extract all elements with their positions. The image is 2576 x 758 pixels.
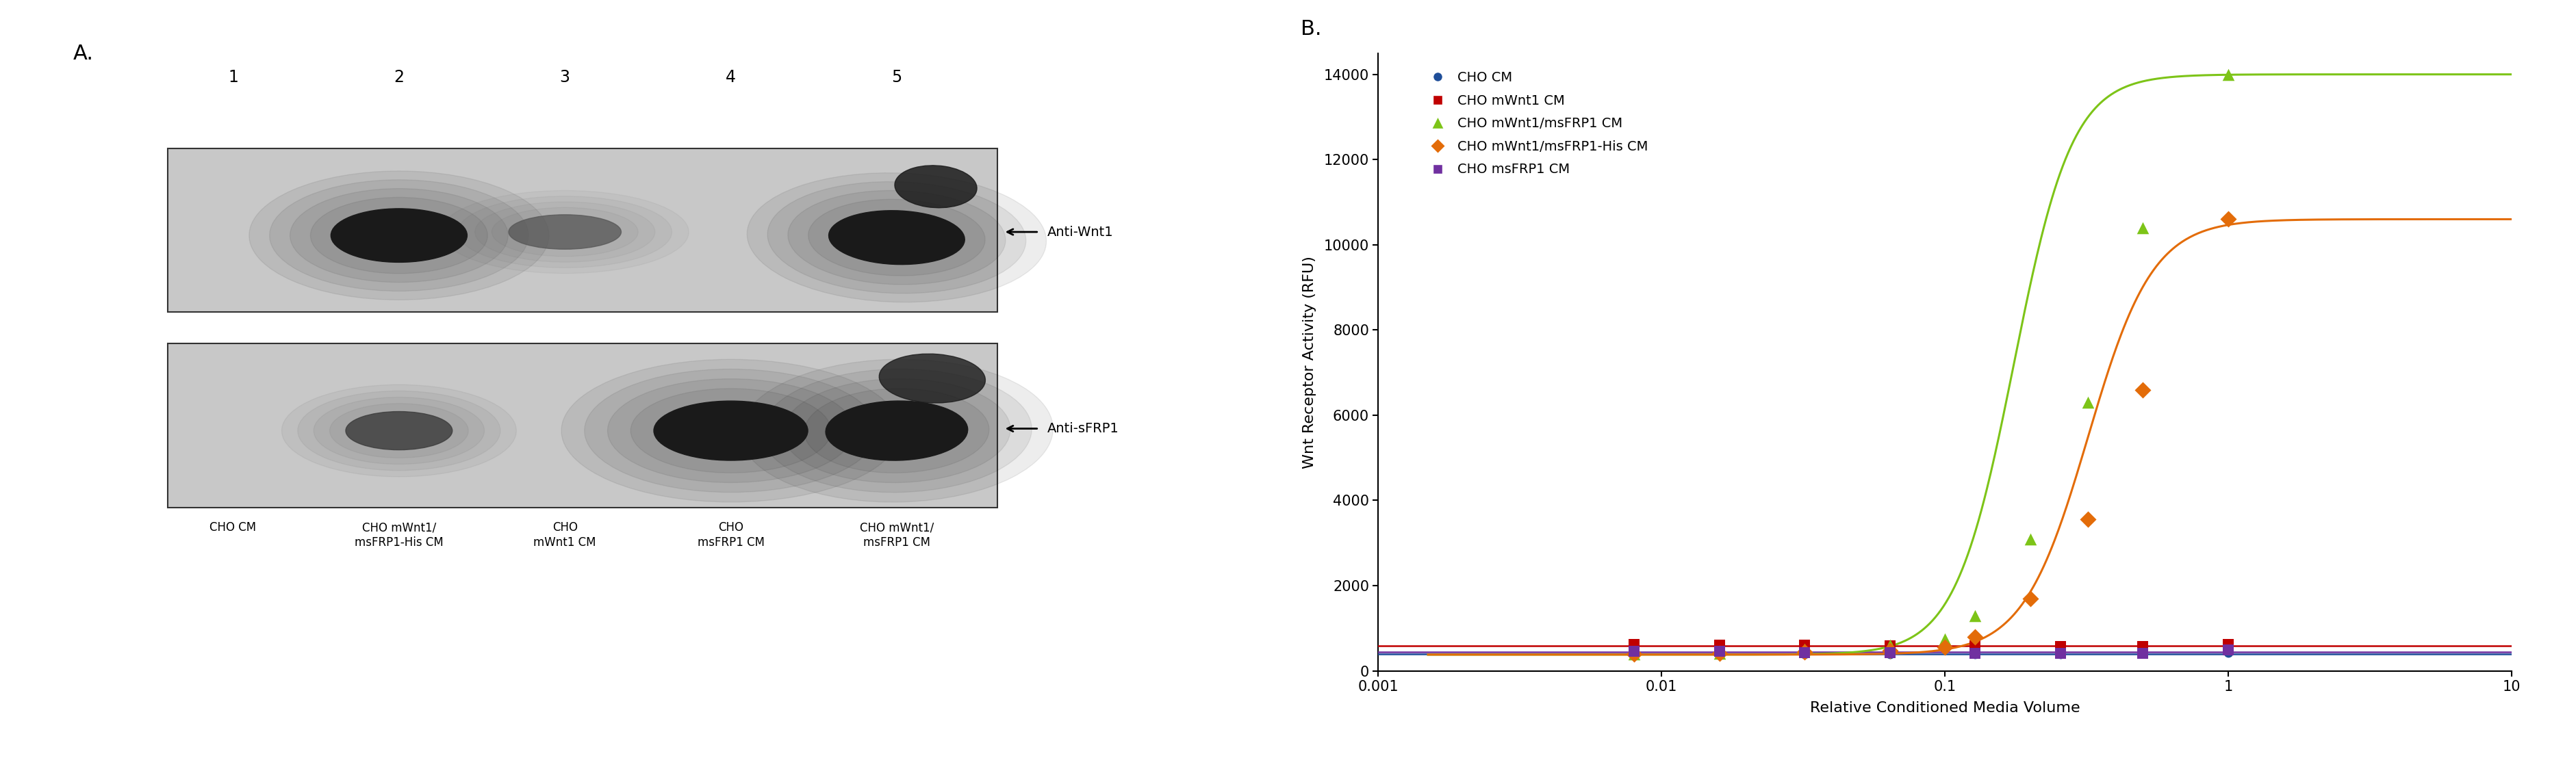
CHO msFRP1 CM [1870,647,1911,659]
CHO mWnt1/msFRP1 CM [2123,221,2164,233]
CHO CM [2040,648,2081,660]
X-axis label: Relative Conditioned Media Volume: Relative Conditioned Media Volume [1811,701,2079,715]
Text: A.: A. [72,44,93,64]
CHO mWnt1 CM [2040,641,2081,653]
Y-axis label: Wnt Receptor Activity (RFU): Wnt Receptor Activity (RFU) [1303,255,1316,468]
Ellipse shape [459,196,672,268]
Ellipse shape [654,401,809,460]
Ellipse shape [804,389,989,473]
Legend: CHO CM, CHO mWnt1 CM, CHO mWnt1/msFRP1 CM, CHO mWnt1/msFRP1-His CM, CHO msFRP1 C: CHO CM, CHO mWnt1 CM, CHO mWnt1/msFRP1 C… [1419,66,1654,181]
CHO mWnt1/msFRP1 CM [2069,396,2110,409]
Ellipse shape [281,384,515,477]
CHO CM [2208,647,2249,659]
Ellipse shape [788,190,1005,284]
CHO msFRP1 CM [2040,647,2081,659]
CHO mWnt1 CM [2123,641,2164,653]
CHO mWnt1 CM [2208,638,2249,650]
CHO mWnt1/msFRP1-His CM [2123,384,2164,396]
Ellipse shape [827,401,969,460]
Ellipse shape [762,369,1033,493]
CHO mWnt1/msFRP1-His CM [1870,644,1911,656]
Ellipse shape [747,173,1046,302]
CHO msFRP1 CM [1613,645,1654,657]
Text: 1: 1 [229,69,237,86]
Text: 2: 2 [394,69,404,86]
Text: Anti-Wnt1: Anti-Wnt1 [1048,225,1113,239]
Ellipse shape [250,171,549,300]
Ellipse shape [312,197,487,274]
CHO msFRP1 CM [1785,647,1826,659]
CHO mWnt1 CM [1870,640,1911,652]
Ellipse shape [809,199,984,276]
Bar [167,343,997,507]
Text: CHO mWnt1/
msFRP1 CM: CHO mWnt1/ msFRP1 CM [860,522,933,549]
CHO mWnt1/msFRP1 CM [1870,639,1911,651]
Ellipse shape [507,215,621,249]
Text: 5: 5 [891,69,902,86]
CHO mWnt1/msFRP1 CM [2009,533,2050,545]
CHO mWnt1/msFRP1 CM [1698,647,1739,659]
Ellipse shape [474,202,654,262]
Ellipse shape [330,403,469,458]
Ellipse shape [878,354,987,403]
CHO msFRP1 CM [2208,644,2249,656]
CHO mWnt1/msFRP1-His CM [2208,213,2249,225]
Ellipse shape [631,389,832,473]
CHO mWnt1 CM [1613,638,1654,650]
CHO mWnt1/msFRP1 CM [1613,648,1654,660]
CHO mWnt1/msFRP1 CM [2208,68,2249,80]
CHO CM [1870,648,1911,660]
CHO mWnt1/msFRP1 CM [1785,644,1826,656]
Ellipse shape [291,189,507,282]
CHO mWnt1/msFRP1-His CM [1785,646,1826,658]
Text: Anti-sFRP1: Anti-sFRP1 [1048,422,1118,435]
Text: 3: 3 [559,69,569,86]
Bar [167,149,997,312]
CHO mWnt1/msFRP1 CM [1924,633,1965,645]
CHO mWnt1 CM [1785,639,1826,651]
CHO mWnt1/msFRP1-His CM [1955,631,1996,643]
Ellipse shape [330,208,466,262]
Text: CHO CM: CHO CM [209,522,258,534]
Ellipse shape [299,391,500,471]
Text: CHO
msFRP1 CM: CHO msFRP1 CM [698,522,765,549]
Ellipse shape [270,180,528,291]
Ellipse shape [492,208,639,256]
CHO CM [2123,647,2164,659]
Ellipse shape [829,211,963,265]
Ellipse shape [314,397,484,464]
Ellipse shape [440,190,688,274]
CHO msFRP1 CM [1698,645,1739,657]
Ellipse shape [739,359,1054,502]
CHO mWnt1 CM [1955,640,1996,652]
CHO mWnt1/msFRP1-His CM [1613,648,1654,660]
Ellipse shape [768,182,1025,293]
Text: CHO
mWnt1 CM: CHO mWnt1 CM [533,522,595,549]
CHO mWnt1 CM [1698,639,1739,651]
CHO mWnt1/msFRP1-His CM [2009,592,2050,604]
CHO msFRP1 CM [2123,647,2164,659]
CHO mWnt1/msFRP1 CM [1955,609,1996,622]
Ellipse shape [608,379,855,483]
CHO mWnt1/msFRP1-His CM [2069,513,2110,525]
CHO CM [1698,647,1739,659]
Ellipse shape [345,412,453,449]
Ellipse shape [562,359,899,502]
CHO CM [1613,648,1654,660]
Ellipse shape [585,369,878,492]
Text: CHO mWnt1/
msFRP1-His CM: CHO mWnt1/ msFRP1-His CM [355,522,443,549]
Text: B.: B. [1301,19,1321,39]
Ellipse shape [783,379,1010,483]
Text: 4: 4 [726,69,737,86]
CHO mWnt1/msFRP1-His CM [1698,647,1739,659]
Ellipse shape [894,165,976,208]
CHO msFRP1 CM [1955,647,1996,659]
CHO mWnt1/msFRP1-His CM [1924,641,1965,653]
CHO CM [1955,648,1996,660]
CHO CM [1785,648,1826,660]
